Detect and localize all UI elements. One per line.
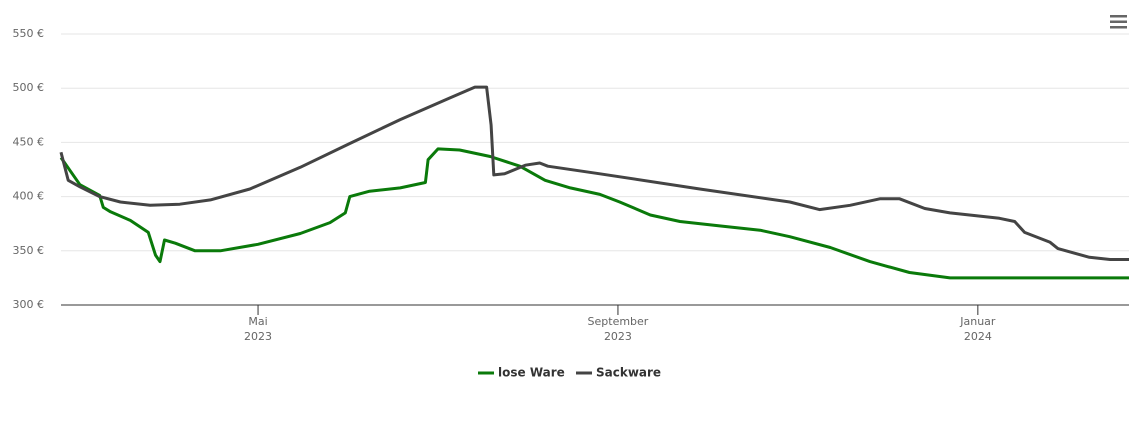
menu-bar [1110, 26, 1127, 29]
legend-text: lose Ware [498, 366, 565, 380]
menu-bar [1110, 20, 1127, 23]
x-tick-year: 2023 [244, 330, 272, 343]
x-tick-label: September [588, 315, 649, 328]
y-tick-label: 350 € [13, 244, 45, 257]
series-line [59, 147, 1129, 280]
menu-bar [1110, 15, 1127, 18]
x-tick-year: 2024 [964, 330, 992, 343]
menu-button[interactable] [1110, 15, 1127, 29]
y-tick-label: 500 € [13, 81, 45, 94]
x-tick-year: 2023 [604, 330, 632, 343]
x-tick-label: Mai [248, 315, 267, 328]
y-tick-label: 550 € [13, 27, 45, 40]
series-line [59, 85, 1129, 261]
y-tick-label: 450 € [13, 135, 45, 148]
y-tick-label: 400 € [13, 190, 45, 203]
x-tick-label: Januar [959, 315, 996, 328]
legend-text: Sackware [596, 366, 661, 380]
y-tick-label: 300 € [13, 298, 45, 311]
